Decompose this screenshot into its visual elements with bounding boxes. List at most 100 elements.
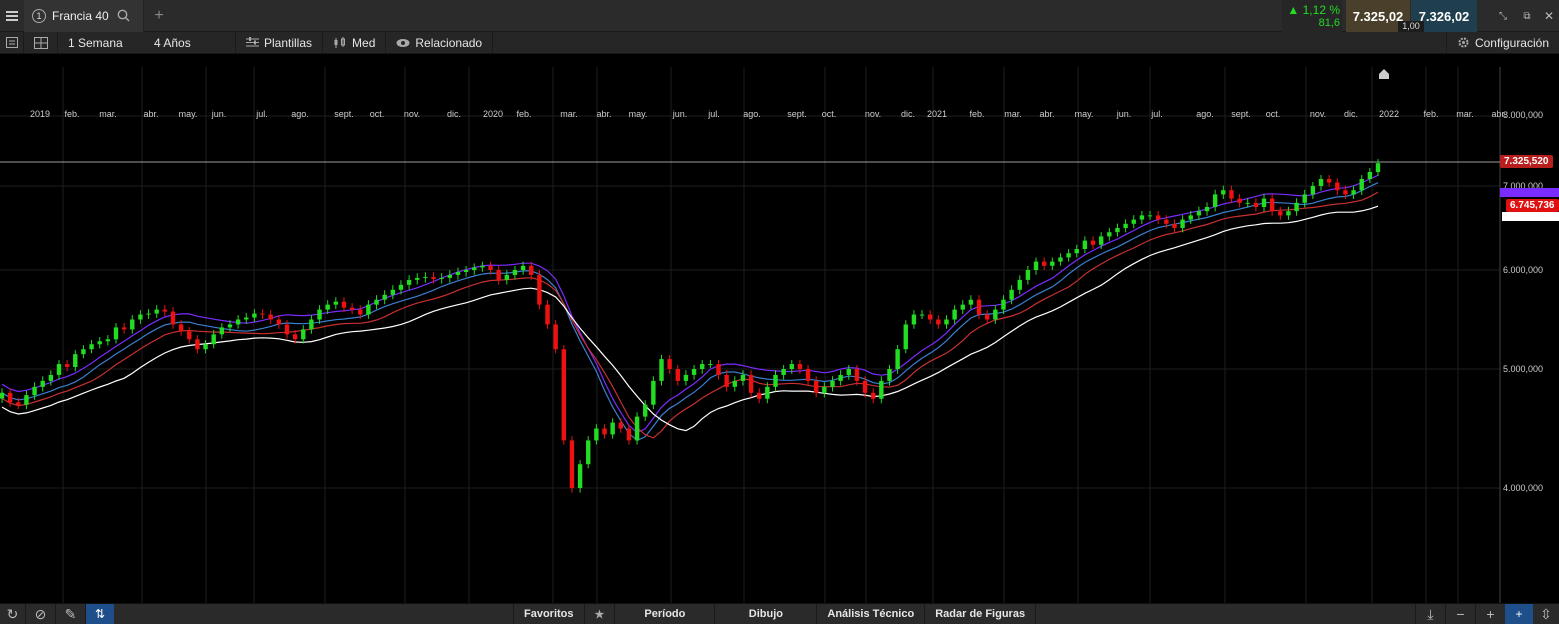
candle-body — [545, 304, 550, 325]
candle-body — [146, 313, 151, 315]
candle-body — [1164, 219, 1169, 224]
candle-body — [1147, 215, 1153, 217]
related-button[interactable]: Relacionado — [386, 31, 494, 54]
candle-body — [154, 309, 159, 314]
search-icon[interactable] — [117, 9, 130, 22]
collapse-icon[interactable]: ⤡ — [1499, 10, 1507, 22]
candle-body — [887, 369, 892, 381]
period-button[interactable]: Período — [615, 604, 716, 624]
candle-body — [683, 374, 689, 381]
candle-body — [667, 359, 672, 369]
crosshair-mode-button[interactable]: + — [1505, 604, 1533, 624]
candle-body — [1253, 202, 1259, 207]
ma-blue-line — [1, 182, 1379, 442]
candle-body — [586, 440, 591, 465]
refresh-icon[interactable]: ↻ — [0, 604, 26, 624]
candle-body — [1367, 172, 1373, 179]
candle-body — [89, 344, 94, 350]
candle-body — [1269, 198, 1275, 212]
cancel-icon[interactable]: ⊘ — [26, 604, 56, 624]
candle-body — [423, 276, 428, 278]
chart-canvas[interactable] — [0, 54, 1559, 603]
price-chart[interactable]: 2019 feb. mar. abr. may. jun. jul. ago. sept. oct… — [0, 54, 1559, 603]
candle-body — [1050, 261, 1055, 266]
y-tick-7000: 7.000,000 — [1502, 181, 1543, 191]
candle-body — [121, 327, 127, 330]
zoom-out-icon[interactable]: − — [1445, 604, 1475, 624]
favorites-button[interactable]: Favoritos — [513, 604, 585, 624]
month-label: jul. — [708, 109, 720, 119]
candle-body — [113, 327, 119, 340]
bid-price[interactable]: 7.325,02 — [1346, 0, 1410, 32]
candle-body — [227, 324, 233, 328]
layout-button[interactable] — [24, 31, 58, 54]
candle-body — [993, 309, 998, 320]
pattern-radar-button[interactable]: Radar de Figuras — [925, 604, 1037, 624]
pencil-icon[interactable]: ✎ — [56, 604, 86, 624]
candle-body — [927, 314, 933, 320]
candle-body — [870, 392, 876, 399]
candle-body — [1066, 253, 1071, 258]
candle-body — [40, 380, 45, 387]
instrument-tab[interactable]: 1 Francia 40 — [24, 0, 144, 32]
eye-icon — [396, 38, 410, 47]
month-label: 2022 — [1378, 109, 1400, 119]
candle-body — [496, 270, 501, 280]
interval-select[interactable]: 1 Semana — [58, 32, 144, 54]
menu-button[interactable] — [0, 0, 24, 32]
close-icon[interactable]: ✕ — [1543, 9, 1555, 23]
candle-body — [244, 317, 249, 320]
hamburger-icon — [6, 10, 18, 21]
candle-body — [1302, 194, 1307, 203]
candle-body — [358, 309, 363, 315]
candle-body — [382, 294, 387, 300]
range-select[interactable]: 4 Años — [144, 31, 236, 54]
candle-body — [1212, 194, 1218, 207]
candle-body — [1180, 219, 1185, 228]
list-view-button[interactable] — [0, 31, 24, 54]
chart-type-button[interactable]: Med — [323, 31, 387, 54]
candle-body — [1082, 240, 1088, 249]
month-label: jul. — [256, 109, 268, 119]
popout-icon[interactable]: ⧉ — [1523, 10, 1531, 22]
add-tab-button[interactable]: + — [154, 6, 164, 24]
candle-body — [1074, 249, 1079, 254]
templates-button[interactable]: Plantillas — [236, 31, 324, 54]
candle-body — [903, 324, 908, 350]
candle-body — [292, 334, 298, 340]
candle-body — [203, 344, 208, 350]
candle-body — [1294, 202, 1299, 212]
autoscale-button[interactable]: ⇅ — [86, 604, 114, 624]
candle-body — [716, 364, 721, 375]
month-label: ago. — [743, 109, 761, 119]
candle-body — [822, 386, 827, 393]
candle-body — [675, 369, 680, 381]
crosshair-icon[interactable]: ⤓ — [1415, 604, 1445, 624]
sliders-icon — [246, 37, 259, 47]
month-label: sept. — [334, 109, 354, 119]
drawing-button[interactable]: Dibujo — [715, 604, 818, 624]
month-label: feb. — [969, 109, 985, 119]
month-label: oct. — [369, 109, 385, 119]
candle-body — [64, 364, 70, 368]
zoom-in-icon[interactable]: + — [1475, 604, 1505, 624]
fit-icon[interactable]: ⇳ — [1540, 605, 1552, 622]
candle-body — [349, 307, 355, 310]
instrument-number: 1 — [32, 8, 46, 23]
star-icon[interactable]: ★ — [585, 604, 616, 624]
candle-body — [1041, 261, 1047, 266]
settings-button[interactable]: Configuración — [1445, 31, 1559, 54]
candle-body — [814, 380, 819, 393]
candle-body — [309, 319, 314, 330]
range-label: 4 Años — [154, 35, 191, 50]
month-label: may. — [178, 109, 198, 119]
candle-body — [252, 313, 257, 318]
candle-body — [447, 274, 453, 278]
month-label: mar. — [99, 109, 117, 119]
candle-body — [561, 349, 566, 441]
month-label: nov. — [864, 109, 882, 119]
technical-analysis-button[interactable]: Análisis Técnico — [817, 604, 926, 624]
scroll-end-icon[interactable] — [1378, 68, 1390, 80]
month-label: 2019 — [29, 109, 51, 119]
candle-body — [73, 354, 78, 368]
